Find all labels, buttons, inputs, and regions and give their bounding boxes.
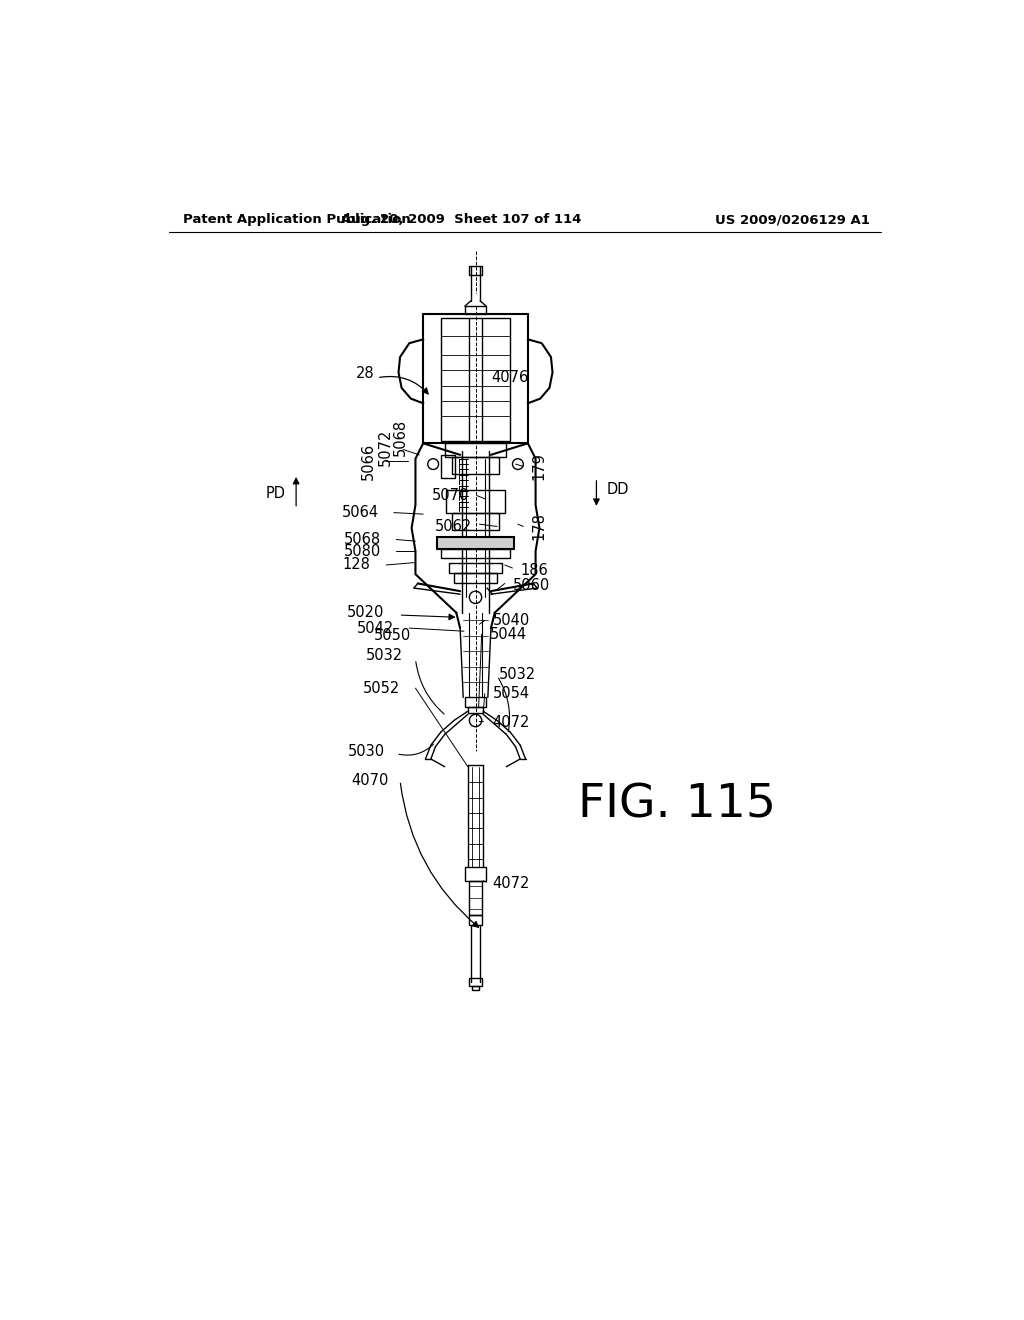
Text: 28: 28 <box>356 367 375 381</box>
Text: 5052: 5052 <box>362 681 400 696</box>
Bar <box>441 549 510 558</box>
Bar <box>453 512 499 529</box>
Text: 5068: 5068 <box>393 418 408 455</box>
Bar <box>469 267 481 276</box>
Bar <box>469 978 481 986</box>
Text: 4076: 4076 <box>490 371 528 385</box>
Text: 5064: 5064 <box>341 506 379 520</box>
Text: Patent Application Publication: Patent Application Publication <box>183 214 411 227</box>
Bar <box>441 455 455 478</box>
Text: 4072: 4072 <box>493 714 529 730</box>
Text: 5044: 5044 <box>489 627 526 642</box>
Bar <box>465 697 486 706</box>
Bar <box>437 537 514 549</box>
Text: 179: 179 <box>531 453 546 480</box>
Text: 5060: 5060 <box>512 578 550 593</box>
Text: 128: 128 <box>343 557 371 573</box>
Text: 5042: 5042 <box>356 620 394 636</box>
Text: 178: 178 <box>531 512 546 540</box>
Bar <box>454 573 497 582</box>
Text: 5068: 5068 <box>344 532 381 546</box>
Bar <box>472 986 479 990</box>
Text: 5032: 5032 <box>499 667 536 682</box>
Text: 5032: 5032 <box>366 648 403 663</box>
Bar <box>465 306 486 314</box>
Bar <box>469 915 481 924</box>
Text: 5020: 5020 <box>347 605 385 620</box>
Text: 5040: 5040 <box>493 612 529 628</box>
Text: 4072: 4072 <box>493 876 529 891</box>
Text: 5050: 5050 <box>374 628 411 643</box>
Bar <box>446 490 505 512</box>
Bar <box>444 444 506 457</box>
Text: 5030: 5030 <box>347 743 385 759</box>
Text: 5072: 5072 <box>378 429 392 466</box>
Text: 5066: 5066 <box>360 442 376 479</box>
Text: Aug. 20, 2009  Sheet 107 of 114: Aug. 20, 2009 Sheet 107 of 114 <box>341 214 582 227</box>
Bar <box>453 457 499 474</box>
Bar <box>465 867 486 880</box>
Text: 5080: 5080 <box>344 544 381 558</box>
Text: US 2009/0206129 A1: US 2009/0206129 A1 <box>715 214 869 227</box>
Text: PD: PD <box>266 486 286 500</box>
Text: 5062: 5062 <box>434 519 472 535</box>
Text: 186: 186 <box>520 562 548 578</box>
Bar <box>441 318 510 441</box>
Text: 5054: 5054 <box>493 686 529 701</box>
Text: 4070: 4070 <box>351 774 388 788</box>
Bar <box>449 562 503 573</box>
Bar <box>468 706 483 713</box>
Text: FIG. 115: FIG. 115 <box>579 783 776 828</box>
Bar <box>469 880 481 915</box>
Text: 5070: 5070 <box>432 488 469 503</box>
Text: DD: DD <box>606 482 629 498</box>
